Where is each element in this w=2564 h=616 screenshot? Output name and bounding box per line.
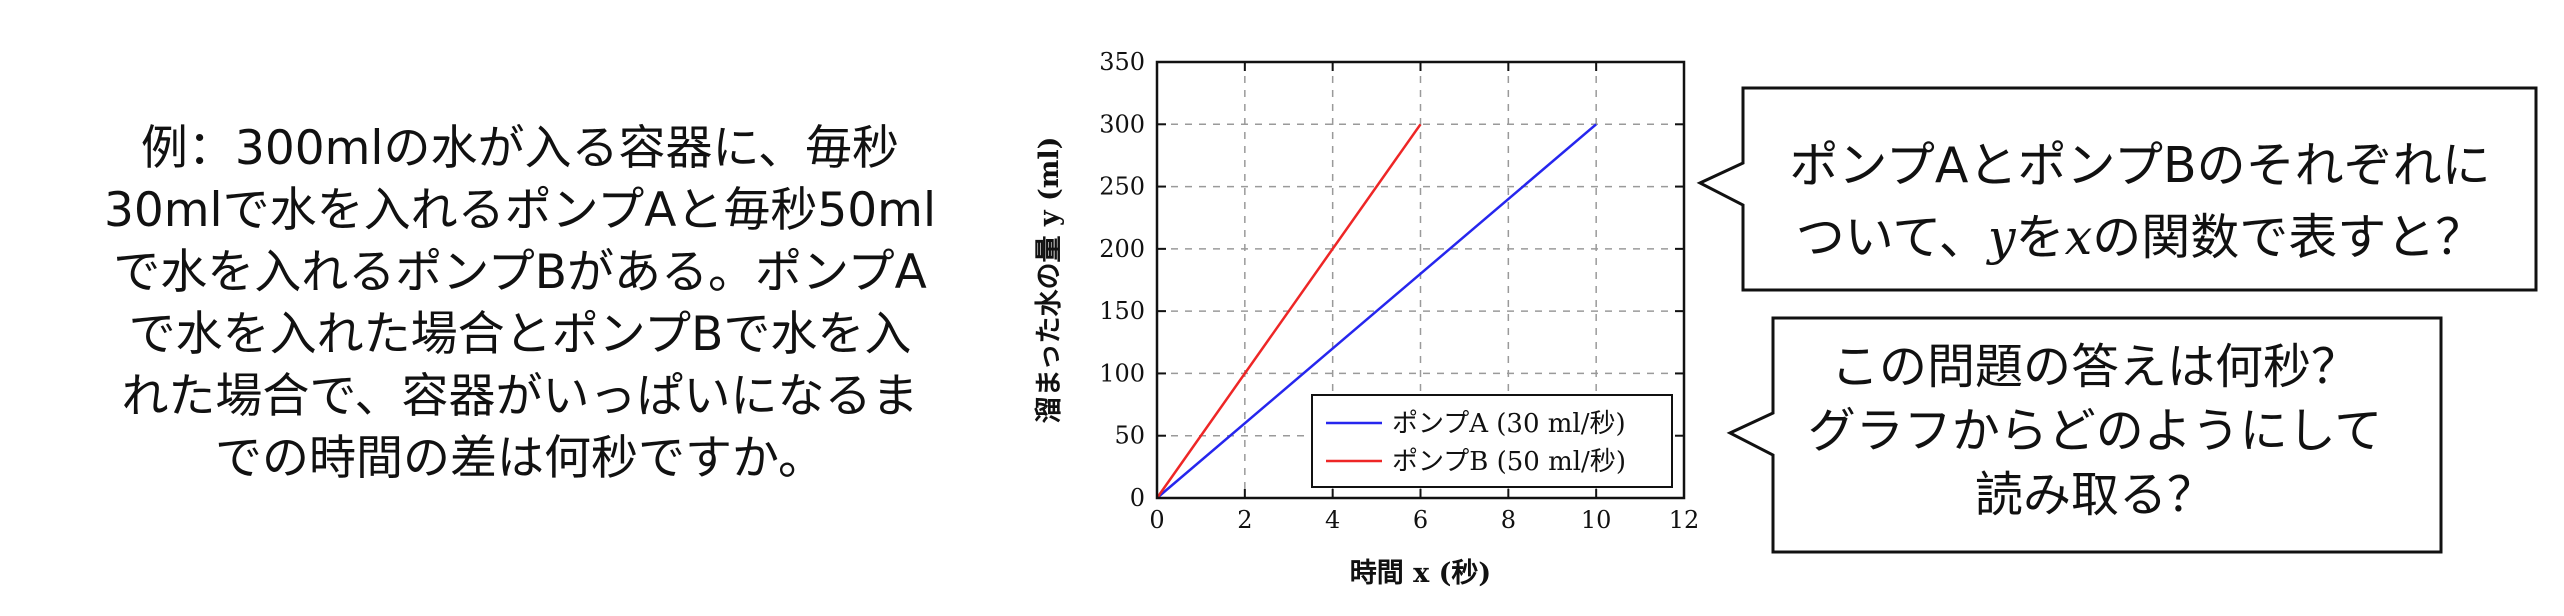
y-tick-label: 50 [1114,422,1145,450]
bubble-1-line-1: ポンプAとポンプBのそれぞれに [1789,137,2491,194]
x-tick-label: 12 [1669,506,1700,534]
series-line-pump-b [1155,123,1422,499]
x-tick-label: 8 [1501,506,1516,534]
y-axis-label: 溜まった水の量 y (ml) [1033,137,1065,424]
bubble-1-line-2: ついて、yをxの関数で表すと？ [1745,202,2535,274]
speech-bubble-1 [1696,86,2538,292]
bubble-2-text: この問題の答えは何秒？ グラフからどのようにして 読み取る？ [1775,335,2415,527]
x-tick-label: 4 [1325,506,1340,534]
problem-line: れた場合で、容器がいっぱいになるま [121,369,919,424]
problem-line: 30mlで水を入れるポンプAと毎秒50ml [103,183,937,238]
x-tick-label: 0 [1149,506,1164,534]
plot-frame [1155,60,1686,500]
bubble-1-text-a: ついて、 [1795,209,1988,266]
bubble-2-line-2: グラフからどのようにして [1807,403,2383,459]
legend-label: ポンプB (50 ml/秒) [1392,447,1626,477]
variable-y: y [1987,209,2016,266]
problem-statement: 例：300mlの水が入る容器に、毎秒 30mlで水を入れるポンプAと毎秒50ml… [40,118,1000,490]
bubble-1-text: ポンプAとポンプBのそれぞれに ついて、yをxの関数で表すと？ [1745,130,2535,274]
x-axis-label: 時間 x (秒) [1350,558,1491,589]
legend-label: ポンプA (30 ml/秒) [1392,409,1626,439]
problem-line: で水を入れた場合とポンプBで水を入 [128,307,912,362]
problem-line: での時間の差は何秒ですか。 [214,431,826,486]
legend-box [1311,394,1673,488]
y-tick-label: 200 [1099,235,1145,263]
y-tick-label: 250 [1099,173,1145,201]
problem-line: で水を入れるポンプBがある。ポンプA [113,245,927,300]
speech-bubble-2 [1726,316,2443,554]
problem-line: 例：300mlの水が入る容器に、毎秒 [140,121,900,176]
x-tick-label: 6 [1413,506,1428,534]
x-tick-label: 10 [1581,506,1612,534]
series-line-pump-a [1156,123,1597,499]
bubble-1-text-b: を [2015,209,2065,266]
y-tick-label: 100 [1099,359,1145,387]
y-tick-label: 300 [1099,110,1145,138]
line-chart: 0 2 4 6 8 10 12 0 50 100 150 200 250 300 350 時間 x (秒) 溜ま… [1033,48,1699,589]
variable-x: x [2064,209,2093,266]
x-tick-label: 2 [1237,506,1252,534]
y-tick-label: 150 [1099,297,1145,325]
bubble-2-line-3: 読み取る？ [1974,467,2215,523]
bubble-1-text-c: の関数で表すと？ [2092,209,2485,266]
y-tick-label: 350 [1099,48,1145,76]
y-tick-label: 0 [1130,484,1145,512]
bubble-2-line-1: この問題の答えは何秒？ [1830,339,2359,395]
